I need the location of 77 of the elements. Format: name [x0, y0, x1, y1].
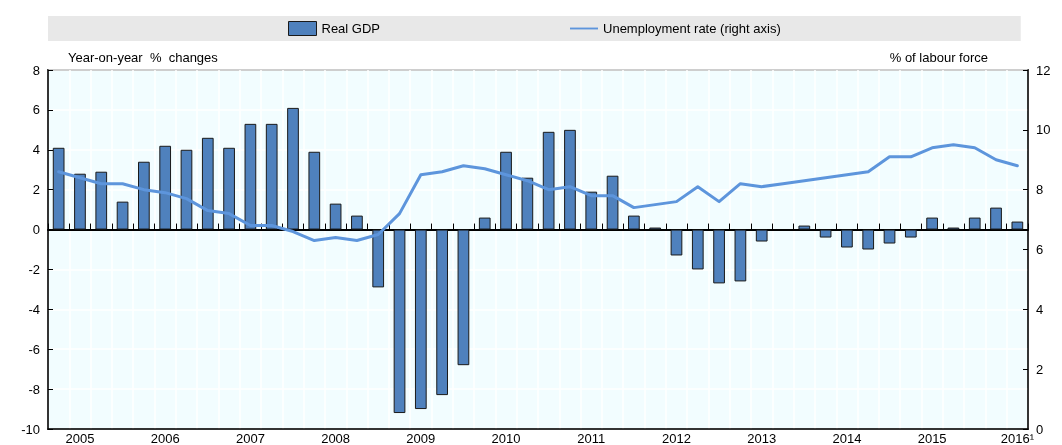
bar: [159, 145, 172, 230]
x-tick-label: 2014: [832, 431, 862, 445]
bar: [457, 229, 470, 366]
bar: [265, 123, 278, 230]
y2-tick-label: 10: [1036, 122, 1051, 138]
y-tick-label: 4: [32, 142, 40, 158]
bar: [819, 229, 832, 238]
bar: [713, 229, 725, 284]
bar: [734, 229, 747, 282]
legend-label: Real GDP: [321, 21, 381, 36]
y-tick-label: 8: [32, 62, 40, 78]
bar: [628, 215, 640, 230]
y-tick-label: 6: [32, 102, 40, 118]
bar: [926, 217, 938, 230]
bar: [201, 137, 214, 230]
bar: [798, 225, 811, 230]
y2-tick-label: 0: [1036, 421, 1044, 437]
bar: [521, 177, 534, 230]
x-tick-label: 2013: [747, 431, 777, 445]
bar: [95, 171, 108, 230]
y2-tick-label: 2: [1036, 361, 1044, 377]
y2-tick-label: 12: [1036, 62, 1051, 78]
y-tick-label: -10: [21, 421, 40, 437]
x-tick-label: 2005: [65, 431, 95, 445]
x-tick-label: 2007: [235, 431, 265, 445]
y-tick-label: 2: [32, 182, 40, 198]
bar: [862, 229, 875, 250]
bar: [393, 229, 406, 414]
bar: [244, 123, 257, 230]
bar: [308, 151, 321, 230]
bar: [372, 229, 385, 288]
y-tick-label: -4: [28, 301, 40, 317]
x-tick-label: 2006: [150, 431, 180, 445]
bar: [52, 147, 65, 230]
line-series: [57, 143, 1019, 243]
x-tick-label: 2015: [917, 431, 947, 445]
bar: [351, 215, 363, 230]
bar: [1011, 221, 1024, 230]
y-tick-label: -2: [28, 261, 40, 277]
y-tick-label: -6: [28, 341, 40, 357]
y-tick-label: 0: [32, 222, 40, 238]
y2-axis-title: % of labour force: [889, 50, 988, 65]
bar: [414, 229, 427, 410]
bar: [542, 131, 555, 230]
bar: [883, 229, 896, 244]
bar: [436, 229, 448, 396]
bar: [670, 229, 683, 256]
bar: [990, 207, 1002, 230]
bar: [116, 201, 129, 230]
bar: [564, 129, 576, 230]
bar: [691, 229, 704, 270]
bar: [180, 149, 193, 230]
x-tick-label: 2012: [662, 431, 691, 445]
y2-tick-label: 6: [1036, 242, 1044, 257]
bar: [500, 151, 512, 230]
bar: [74, 173, 86, 230]
bar: [138, 161, 150, 230]
y-tick-label: -8: [28, 381, 40, 397]
y-axis-title: Year-on-year % changes: [68, 50, 219, 65]
bar: [968, 217, 981, 230]
bar: [904, 229, 917, 238]
bar: [223, 147, 235, 230]
x-tick-label: 2010: [491, 431, 521, 445]
x-tick-label: 2009: [406, 431, 436, 445]
bar: [841, 229, 853, 248]
x-tick-label: 2016¹: [1000, 431, 1035, 445]
y2-tick-label: 4: [1036, 301, 1044, 317]
bar: [478, 217, 491, 230]
legend-label: Unemployment rate (right axis): [603, 21, 781, 36]
y2-tick-label: 8: [1036, 182, 1044, 198]
x-tick-label: 2008: [321, 431, 351, 445]
bar: [329, 203, 342, 230]
x-tick-label: 2011: [577, 431, 606, 445]
bar: [287, 107, 299, 230]
bar: [585, 191, 598, 230]
bar: [606, 175, 619, 230]
bar: [755, 229, 768, 242]
